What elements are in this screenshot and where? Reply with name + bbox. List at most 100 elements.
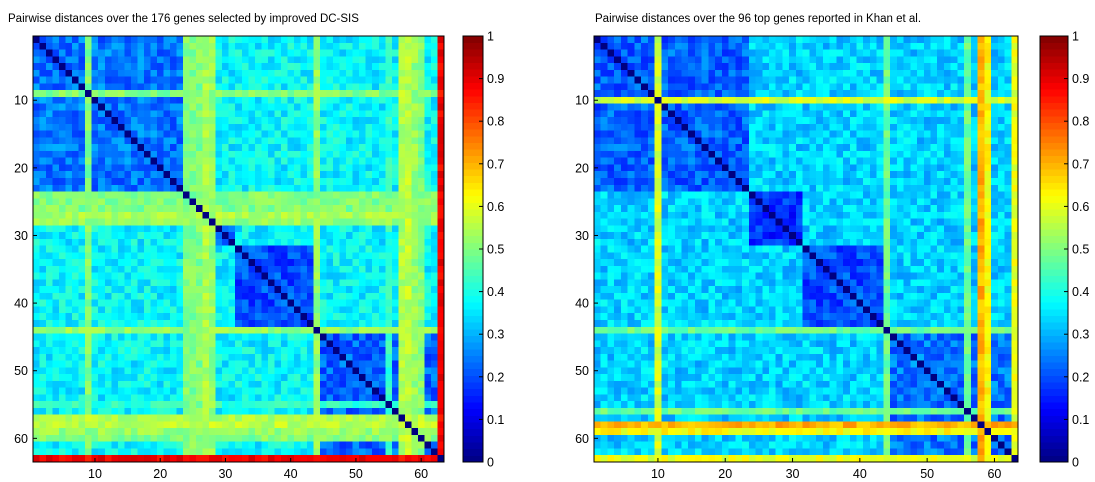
heatmap-cell [352, 150, 360, 159]
heatmap-cell [378, 353, 386, 361]
heatmap-cell [903, 110, 911, 118]
heatmap-cell [372, 245, 380, 253]
heatmap-cell [104, 171, 112, 179]
heatmap-cell [411, 157, 419, 165]
heatmap-cell [333, 380, 340, 388]
heatmap-cell [46, 117, 53, 125]
heatmap-cell [189, 238, 197, 246]
heatmap-cell [143, 96, 151, 104]
heatmap-cell [183, 164, 190, 172]
heatmap-cell [313, 238, 321, 246]
heatmap-cell [614, 123, 622, 132]
heatmap-cell [104, 455, 112, 463]
heatmap-cell [430, 286, 438, 294]
heatmap-cell [424, 56, 432, 64]
heatmap-cell [104, 394, 112, 402]
heatmap-cell [46, 150, 53, 159]
heatmap-cell [39, 103, 47, 111]
heatmap-cell [802, 123, 810, 132]
heatmap-cell [189, 401, 197, 409]
heatmap-cell [33, 123, 40, 132]
heatmap-cell [424, 265, 432, 274]
heatmap-cell [762, 42, 770, 50]
heatmap-cell [782, 76, 790, 84]
heatmap-cell [91, 367, 99, 375]
heatmap-cell [209, 286, 217, 294]
colorbar-swatch [463, 62, 483, 70]
heatmap-cell [1004, 42, 1012, 50]
heatmap-cell [163, 238, 171, 246]
heatmap-cell [91, 90, 99, 98]
heatmap-cell [346, 360, 354, 368]
heatmap-cell [59, 42, 66, 50]
heatmap-cell [274, 279, 282, 287]
heatmap-cell [836, 69, 844, 77]
heatmap-cell [150, 407, 158, 416]
heatmap-cell [59, 103, 66, 111]
heatmap-cell [300, 96, 308, 104]
heatmap-cell [359, 103, 367, 111]
heatmap-cell [254, 252, 262, 260]
heatmap-cell [280, 265, 288, 274]
heatmap-cell [970, 117, 978, 125]
heatmap-cell [189, 232, 197, 240]
heatmap-cell [183, 63, 190, 71]
heatmap-cell [130, 218, 138, 226]
heatmap-cell [708, 76, 716, 84]
heatmap-cell [150, 123, 158, 132]
heatmap-cell [721, 83, 729, 91]
heatmap-cell [215, 252, 223, 260]
heatmap-cell [241, 421, 249, 429]
heatmap-cell [385, 171, 393, 179]
heatmap-cell [170, 42, 177, 50]
heatmap-cell [984, 117, 992, 125]
heatmap-cell [977, 103, 985, 111]
heatmap-cell [261, 313, 269, 321]
heatmap-cell [352, 218, 360, 226]
heatmap-cell [78, 313, 86, 321]
heatmap-cell [634, 90, 642, 98]
heatmap-cell [674, 56, 682, 64]
heatmap-cell [365, 455, 373, 463]
heatmap-cell [398, 407, 406, 416]
heatmap-cell [372, 96, 380, 104]
heatmap-cell [150, 320, 158, 328]
heatmap-cell [222, 299, 230, 307]
heatmap-cell [411, 340, 419, 348]
heatmap-cell [72, 455, 80, 463]
heatmap-cell [372, 340, 380, 348]
heatmap-cell [228, 144, 236, 152]
heatmap-cell [111, 265, 119, 274]
heatmap-cell [59, 198, 66, 206]
heatmap-cell [647, 36, 655, 44]
heatmap-cell [104, 178, 112, 186]
heatmap-cell [137, 380, 145, 388]
heatmap-cell [430, 178, 438, 186]
heatmap-cell [883, 69, 891, 77]
heatmap-cell [339, 130, 347, 138]
heatmap-cell [156, 360, 164, 368]
heatmap-cell [183, 198, 190, 206]
heatmap-cell [280, 360, 288, 368]
heatmap-cell [72, 299, 80, 307]
heatmap-cell [222, 272, 230, 280]
heatmap-cell [241, 225, 249, 233]
heatmap-cell [196, 157, 203, 165]
heatmap-cell [320, 455, 327, 463]
heatmap-cell [287, 178, 295, 186]
heatmap-cell [789, 90, 797, 98]
heatmap-cell [209, 428, 217, 436]
heatmap-cell [228, 96, 236, 104]
heatmap-cell [124, 56, 132, 64]
heatmap-cell [320, 42, 327, 50]
heatmap-cell [111, 434, 119, 443]
heatmap-cell [417, 387, 425, 395]
heatmap-cell [248, 232, 256, 240]
heatmap-cell [156, 292, 164, 301]
heatmap-cell [647, 90, 655, 98]
heatmap-cell [267, 191, 275, 199]
heatmap-cell [326, 367, 334, 375]
heatmap-cell [1011, 63, 1019, 71]
heatmap-cell [228, 279, 236, 287]
heatmap-cell [267, 42, 275, 50]
